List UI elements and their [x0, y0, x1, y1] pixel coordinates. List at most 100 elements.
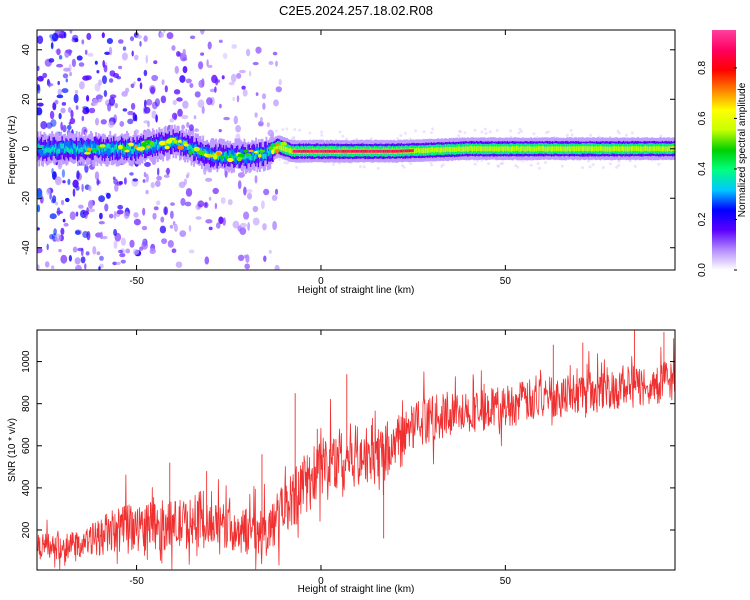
- spectrogram-band-cell: [419, 148, 421, 154]
- spectrogram-core-cell: [353, 149, 356, 153]
- spectrogram-noise-cell: [293, 128, 297, 131]
- spectrogram-noise-cell: [520, 129, 523, 133]
- spectrogram-noise-cell: [255, 92, 259, 96]
- spectrogram-band-cell: [483, 146, 486, 152]
- spectrogram-noise-cell: [52, 102, 57, 111]
- spectrogram-band-cell: [43, 148, 46, 154]
- spectrogram-band-cell: [64, 141, 66, 152]
- spectrogram-noise-cell: [216, 222, 221, 229]
- spectrogram-noise-cell: [141, 225, 148, 231]
- spectrogram-noise-cell: [252, 61, 259, 66]
- spectrogram-band-cell: [506, 146, 509, 151]
- spectrogram-y-tick-label: -40: [21, 240, 32, 255]
- spectrogram-core-cell: [412, 149, 415, 153]
- spectrogram-band-cell: [497, 146, 500, 152]
- spectrogram-noise-cell: [153, 60, 158, 65]
- spectrogram-band-cell: [284, 146, 287, 152]
- spectrogram-noise-cell: [71, 58, 76, 68]
- spectrogram-noise-cell: [185, 188, 193, 197]
- spectrogram-band-cell: [548, 146, 551, 152]
- spectrogram-peak-cell: [149, 140, 154, 146]
- spectrogram-noise-cell: [422, 130, 426, 134]
- spectrogram-noise-cell: [188, 225, 192, 232]
- spectrogram-band-cell: [93, 140, 96, 152]
- spectrogram-peak-cell: [207, 154, 215, 157]
- spectrogram-peak-cell: [183, 143, 189, 147]
- spectrogram-noise-cell: [99, 255, 104, 261]
- spectrogram-band-cell: [98, 149, 101, 155]
- spectrogram-x-tick-label: 0: [318, 276, 324, 287]
- spectrogram-band-cell: [584, 145, 587, 151]
- spectrogram-noise-cell: [123, 211, 130, 219]
- spectrogram-band-cell: [462, 146, 465, 152]
- spectrogram-noise-cell: [615, 165, 619, 169]
- spectrogram-band-cell: [234, 152, 237, 158]
- spectrogram-noise-cell: [274, 188, 279, 195]
- spectrogram-noise-cell: [160, 95, 167, 104]
- spectrogram-core-cell: [319, 149, 322, 153]
- spectrogram-noise-cell: [298, 128, 302, 132]
- spectrogram-band-cell: [421, 148, 424, 154]
- spectrogram-band-cell: [61, 144, 64, 149]
- spectrogram-band-cell: [283, 146, 286, 152]
- spectrogram-band-cell: [450, 147, 452, 153]
- snr-x-tick-label: 50: [500, 576, 512, 587]
- spectrogram-noise-cell: [46, 243, 49, 251]
- spectrogram-noise-cell: [108, 78, 114, 83]
- spectrogram-band-cell: [619, 146, 622, 152]
- spectrogram-band-cell: [89, 140, 92, 152]
- spectrogram-noise-cell: [218, 216, 224, 225]
- spectrogram-band-cell: [550, 146, 553, 152]
- spectrogram-band-cell: [580, 145, 583, 151]
- spectrogram-noise-cell: [99, 212, 103, 220]
- spectrogram-noise-cell: [537, 166, 541, 170]
- spectrogram-core-cell: [360, 149, 363, 153]
- spectrogram-noise-cell: [37, 65, 40, 72]
- spectrogram-band-cell: [78, 148, 81, 154]
- snr-frame: [36, 329, 676, 571]
- spectrogram-noise-cell: [82, 106, 89, 110]
- spectrogram-band-cell: [40, 144, 43, 150]
- spectrogram-noise-cell: [75, 264, 82, 270]
- spectrogram-band-cell: [571, 145, 574, 151]
- spectrogram-peak-cell: [271, 149, 275, 155]
- spectrogram-band-cell: [481, 146, 483, 152]
- spectrogram-peak-cell: [254, 150, 259, 154]
- spectrogram-noise-cell: [248, 70, 252, 77]
- colorbar-tick-label: 0.4: [697, 162, 708, 176]
- snr-y-tick-label: 800: [21, 395, 32, 412]
- spectrogram-noise-cell: [76, 55, 83, 61]
- spectrogram-noise-cell: [201, 105, 205, 114]
- spectrogram-band-cell: [431, 147, 434, 152]
- spectrogram-noise-cell: [275, 86, 282, 93]
- spectrogram-noise-cell: [139, 82, 143, 90]
- spectrogram-noise-cell: [173, 89, 181, 95]
- spectrogram-band-cell: [526, 146, 529, 152]
- spectrogram-noise-cell: [218, 129, 222, 133]
- spectrogram-noise-cell: [81, 115, 85, 122]
- spectrogram-noise-cell: [208, 196, 212, 201]
- spectrogram-band-cell: [175, 139, 177, 150]
- spectrogram-noise-cell: [188, 249, 195, 254]
- snr-x-axis-label: Height of straight line (km): [298, 584, 415, 595]
- spectrogram-band-cell: [625, 146, 628, 152]
- spectrogram-band-cell: [128, 145, 131, 151]
- spectrogram-noise-cell: [171, 248, 177, 253]
- spectrogram-band-cell: [252, 150, 255, 156]
- spectrogram-band-cell: [460, 146, 463, 152]
- spectrogram-band-cell: [89, 148, 92, 154]
- spectrogram-noise-cell: [262, 223, 267, 231]
- spectrogram-noise-cell: [589, 133, 593, 137]
- spectrogram-band-cell: [487, 146, 490, 152]
- spectrogram-core-cell: [386, 149, 389, 153]
- spectrogram-noise-cell: [150, 86, 156, 95]
- spectrogram-band-cell: [475, 146, 478, 152]
- spectrogram-noise-cell: [170, 210, 174, 219]
- spectrogram-band-cell: [106, 143, 109, 149]
- spectrogram-band-cell: [228, 155, 230, 161]
- spectrogram-noise-cell: [75, 230, 81, 235]
- spectrogram-noise-cell: [283, 161, 287, 165]
- spectrogram-band-cell: [479, 146, 482, 152]
- spectrogram-noise-cell: [57, 80, 60, 86]
- spectrogram-noise-cell: [570, 133, 574, 137]
